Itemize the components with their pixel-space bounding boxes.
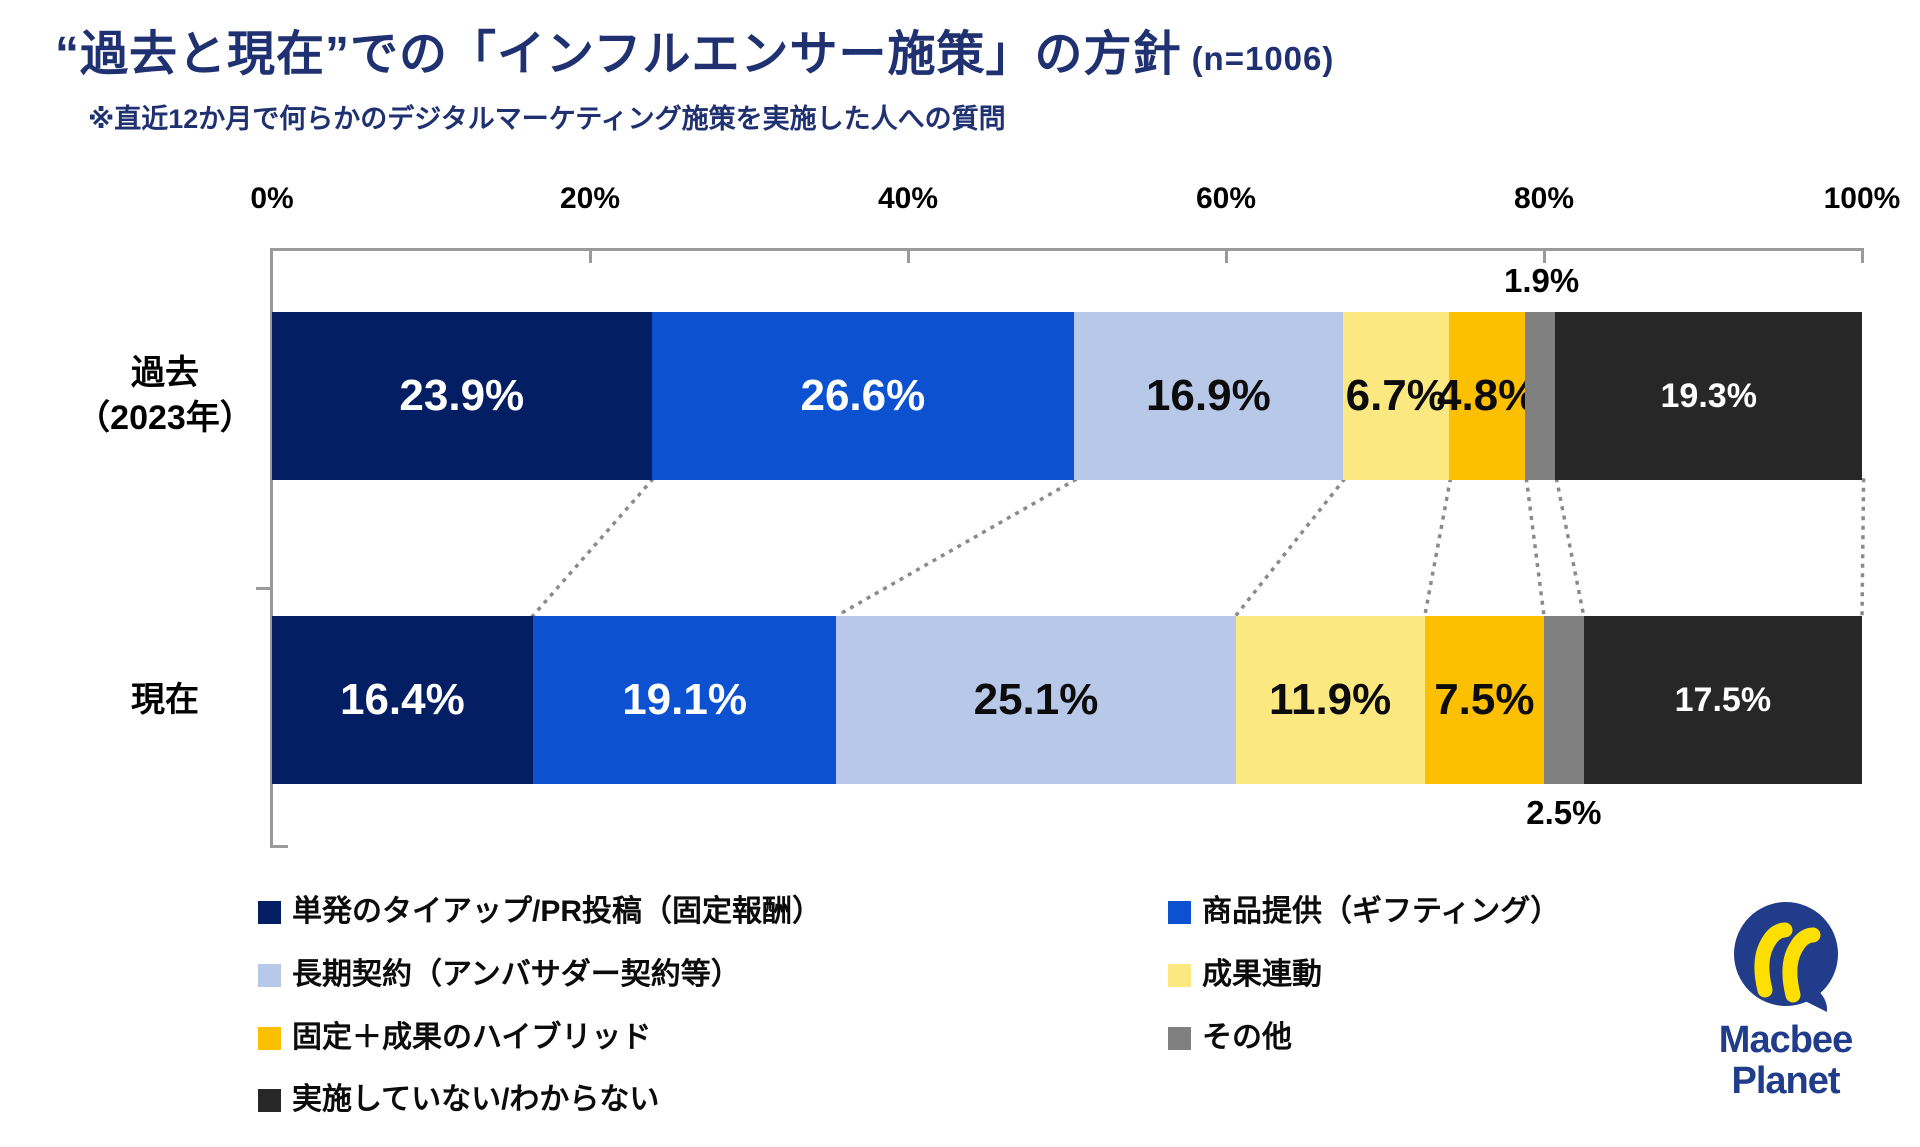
legend-item: 長期契約（アンバサダー契約等） <box>258 955 741 995</box>
legend-label: その他 <box>1202 1021 1292 1054</box>
segment-value-label: 7.5% <box>1434 675 1535 724</box>
legend-label: 単発のタイアップ/PR投稿（固定報酬） <box>292 895 823 928</box>
connector-dotted-line <box>1554 477 1586 619</box>
category-label-line: （2023年） <box>76 399 254 437</box>
axis-top-border <box>270 248 1864 251</box>
page-title: “過去と現在”での「インフルエンサー施策」の方針 (n=1006) <box>55 14 1334 84</box>
axis-tick-mark <box>1225 251 1228 263</box>
axis-tick-mark <box>1543 251 1546 263</box>
legend-label: 固定＋成果のハイブリッド <box>292 1021 652 1054</box>
x-axis-tick-label: 80% <box>1513 182 1575 215</box>
legend-label: 長期契約（アンバサダー契約等） <box>292 958 741 991</box>
connector-lines <box>530 477 1866 619</box>
bar-segment: 23.9% <box>272 312 652 480</box>
legend-swatch <box>258 900 281 924</box>
logo-text-line1: Macbee <box>1718 1019 1853 1061</box>
bar-segment: 11.9% <box>1235 616 1425 784</box>
axis-tick-mark <box>907 251 910 263</box>
bar-segment: 7.5% <box>1424 616 1544 784</box>
bar-segment: 16.4% <box>272 616 533 784</box>
bar-segment: 26.6% <box>651 312 1075 480</box>
legend-item: 実施していない/わからない <box>258 1080 659 1120</box>
segment-value-label: 19.1% <box>622 675 747 724</box>
connector-dotted-line <box>1233 477 1347 619</box>
legend-label: 実施していない/わからない <box>292 1083 660 1116</box>
bar-segment: 4.8% <box>1437 312 1537 480</box>
segment-value-label: 16.9% <box>1145 371 1271 420</box>
x-axis-tick-label: 0% <box>250 182 294 215</box>
legend-swatch <box>258 1026 281 1050</box>
bar-segment: 17.5% <box>1583 616 1862 784</box>
legend-label: 成果連動 <box>1202 958 1322 991</box>
legend-item: 成果連動 <box>1168 955 1322 995</box>
x-axis-tick-label: 20% <box>559 182 621 215</box>
segment-value-label: 23.9% <box>399 371 525 420</box>
segment-value-label: 17.5% <box>1674 681 1772 719</box>
segment-value-label: 4.8% <box>1436 371 1538 420</box>
bar-segment: 16.9% <box>1074 312 1343 480</box>
bar-segment: 6.7% <box>1342 312 1449 480</box>
segment-value-label: 25.1% <box>973 675 1099 724</box>
connector-dotted-line <box>1860 478 1866 618</box>
macbee-planet-logo: Macbee Planet <box>1688 898 1883 1102</box>
bar-segment <box>1543 616 1584 784</box>
connector-dotted-line <box>1422 477 1453 619</box>
sample-size: (n=1006) <box>1191 40 1335 77</box>
connector-dotted-line <box>834 477 1078 619</box>
bar-segment: 19.3% <box>1555 312 1862 480</box>
segment-value-label: 6.7% <box>1345 371 1446 420</box>
connector-dotted-line <box>1524 478 1546 618</box>
legend-item: 単発のタイアップ/PR投稿（固定報酬） <box>258 892 822 932</box>
legend-swatch <box>1168 900 1191 924</box>
category-label-line: 過去 <box>131 354 199 392</box>
bar-segment: 25.1% <box>836 616 1236 784</box>
segment-value-label: 26.6% <box>800 371 926 420</box>
x-axis-tick-label: 60% <box>1195 182 1257 215</box>
segment-value-label: 19.3% <box>1660 377 1757 415</box>
legend-swatch <box>1168 963 1191 987</box>
outside-value-label: 1.9% <box>1504 262 1580 299</box>
category-label: 過去 （2023年） <box>20 351 310 441</box>
macbee-logo-mark-icon <box>1733 902 1838 1012</box>
connector-dotted-line <box>530 477 655 619</box>
legend-label: 商品提供（ギフティング） <box>1202 895 1561 928</box>
legend-swatch <box>258 963 281 987</box>
legend-item: 商品提供（ギフティング） <box>1168 892 1560 932</box>
legend-swatch <box>258 1088 281 1112</box>
bar-segment: 19.1% <box>532 616 837 784</box>
category-label: 現在 <box>20 678 310 723</box>
segment-value-label: 11.9% <box>1268 675 1392 724</box>
legend-item: その他 <box>1168 1018 1292 1058</box>
axis-tick-mark <box>1861 251 1864 263</box>
axis-tick-mark <box>589 251 592 263</box>
legend-item: 固定＋成果のハイブリッド <box>258 1018 651 1058</box>
outside-value-label: 2.5% <box>1526 794 1602 831</box>
x-axis-tick-label: 40% <box>877 182 939 215</box>
page-title-text: “過去と現在”での「インフルエンサー施策」の方針 <box>55 28 1182 81</box>
axis-category-tick <box>256 587 270 590</box>
segment-value-label: 16.4% <box>339 675 465 724</box>
x-axis-tick-label: 100% <box>1823 182 1901 215</box>
logo-text-line2: Planet <box>1731 1060 1840 1102</box>
stacked-bar-row: 16.4% 19.1% 25.1% 11.9% 7.5% 17.5% <box>272 616 1862 784</box>
page-subtitle: ※直近12か月で何らかのデジタルマーケティング施策を実施した人への質問 <box>88 104 1006 134</box>
axis-left-border <box>270 248 273 848</box>
bar-segment <box>1525 312 1556 480</box>
category-label-line: 現在 <box>131 680 199 719</box>
stacked-bar-row: 23.9% 26.6% 16.9% 6.7% 4.8% 19.3% <box>272 312 1862 480</box>
axis-bottom-tick <box>270 845 288 848</box>
legend-swatch <box>1168 1026 1191 1050</box>
